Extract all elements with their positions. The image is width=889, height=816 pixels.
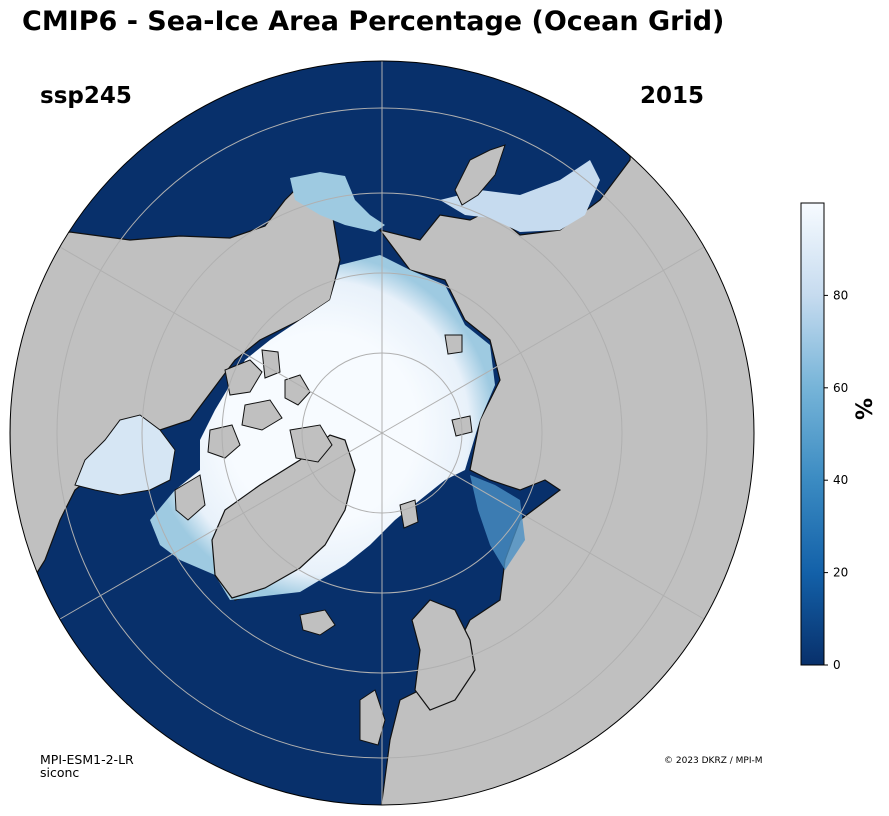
colorbar-tick-label: 40 <box>833 473 848 487</box>
hudson-bay <box>74 414 176 496</box>
scenario-label: ssp245 <box>40 83 132 109</box>
variable-name: siconc <box>40 765 80 780</box>
year-label: 2015 <box>640 83 705 109</box>
colorbar-tick-label: 80 <box>833 288 848 302</box>
okhotsk-ice <box>290 172 385 232</box>
credit-text: © 2023 DKRZ / MPI-M <box>664 756 763 766</box>
colorbar-tick-label: 60 <box>833 381 848 395</box>
model-name: MPI-ESM1-2-LR <box>40 752 134 767</box>
map-boundary <box>9 60 755 806</box>
model-info: MPI-ESM1-2-LR siconc <box>40 753 134 779</box>
colorbar: 0 20 40 60 80 <box>800 202 848 672</box>
land-north-america <box>10 179 341 621</box>
colorbar-label: % <box>853 397 878 420</box>
chart-title: CMIP6 - Sea-Ice Area Percentage (Ocean G… <box>22 6 725 37</box>
graticule <box>56 61 708 805</box>
colorbar-gradient <box>800 202 825 666</box>
colorbar-tick-label: 20 <box>833 566 848 580</box>
land-scandinavia <box>411 599 476 711</box>
colorbar-tick-label: 0 <box>833 658 841 672</box>
